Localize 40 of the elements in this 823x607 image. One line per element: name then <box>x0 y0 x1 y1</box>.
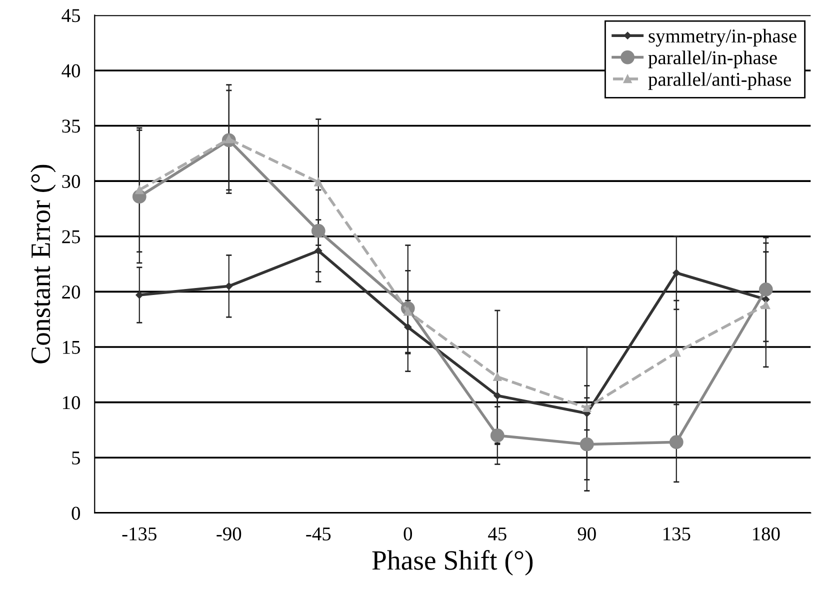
y-tick-label: 40 <box>62 64 80 78</box>
point <box>404 323 412 331</box>
point <box>314 247 322 254</box>
x-axis-title: Phase Shift (°) <box>372 550 533 576</box>
y-axis-title: Constant Error (°) <box>30 164 56 364</box>
x-tick-label: -90 <box>216 527 242 540</box>
point <box>490 428 504 442</box>
y-tick-label: 5 <box>72 452 80 465</box>
point <box>762 300 770 310</box>
point <box>135 186 144 194</box>
legend-label: symmetry/in-phase <box>648 28 796 47</box>
point <box>494 392 502 400</box>
point <box>672 269 680 277</box>
legend-label: parallel/anti-phase <box>648 72 791 90</box>
legend-label: parallel/in-phase <box>648 50 777 68</box>
x-tick-label: 45 <box>488 527 506 540</box>
point <box>225 282 233 290</box>
point <box>582 404 592 412</box>
x-tick-label: 90 <box>578 527 596 540</box>
y-tick-label: 25 <box>62 230 80 244</box>
y-tick-label: 35 <box>62 120 80 133</box>
point <box>672 348 681 357</box>
y-tick-label: 10 <box>63 396 80 410</box>
x-tick-label: -135 <box>122 527 156 540</box>
point <box>311 224 326 238</box>
point <box>580 437 594 452</box>
y-tick-label: 20 <box>62 286 80 299</box>
y-tick-label: 0 <box>72 506 80 520</box>
y-tick-label: 30 <box>62 174 80 188</box>
x-tick-label: 0 <box>404 527 412 540</box>
x-tick-label: 180 <box>753 527 780 540</box>
point <box>314 178 323 186</box>
point <box>758 282 773 296</box>
y-tick-label: 45 <box>62 9 80 22</box>
point <box>493 372 502 382</box>
x-tick-label: -45 <box>306 527 331 540</box>
point <box>136 291 144 299</box>
point <box>669 435 684 450</box>
y-tick-label: 15 <box>63 340 80 354</box>
x-tick-label: 135 <box>664 527 690 540</box>
